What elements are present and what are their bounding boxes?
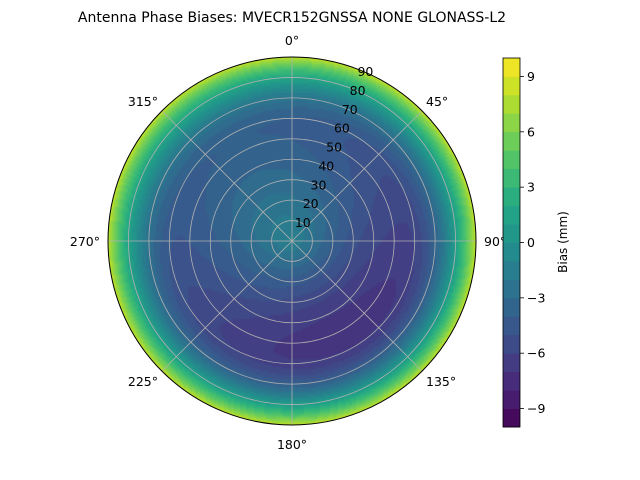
colorbar-tick-label: −6 xyxy=(527,346,545,361)
colorbar: −9 −6 −3 0 3 6 9 Bias (mm) xyxy=(502,57,570,428)
azimuth-grid-line xyxy=(161,110,293,242)
radial-tick-label: 70 xyxy=(342,102,358,117)
azimuth-tick-label: 315° xyxy=(128,94,158,109)
chart-title: Antenna Phase Biases: MVECR152GNSSA NONE… xyxy=(78,10,506,26)
radial-tick-label: 50 xyxy=(326,140,342,155)
radial-tick-label: 30 xyxy=(311,177,327,192)
azimuth-tick-label: 180° xyxy=(277,437,307,452)
azimuth-grid-line xyxy=(291,240,423,372)
azimuth-tick-labels: 0° 45° 90° 135° 180° 225° 270° 315° xyxy=(70,33,506,452)
colorbar-ticks: −9 −6 −3 0 3 6 9 xyxy=(520,69,545,416)
colorbar-band xyxy=(503,131,520,151)
colorbar-label: Bias (mm) xyxy=(556,211,570,273)
polar-frame xyxy=(107,56,477,426)
colorbar-band xyxy=(503,187,520,206)
colorbar-band xyxy=(503,408,520,428)
colorbar-band xyxy=(503,353,520,373)
colorbar-band xyxy=(503,150,520,170)
colorbar-band xyxy=(503,242,520,262)
radial-tick-label: 90 xyxy=(357,64,373,79)
azimuth-tick-label: 45° xyxy=(426,94,448,109)
radial-tick-label: 80 xyxy=(350,83,366,98)
colorbar-band xyxy=(503,113,520,133)
colorbar-tick-label: −3 xyxy=(527,290,545,305)
colorbar-band xyxy=(503,76,520,96)
colorbar-band xyxy=(503,316,520,336)
azimuth-tick-label: 270° xyxy=(70,234,100,249)
azimuth-tick-label: 225° xyxy=(128,374,158,389)
colorbar-tick-label: 9 xyxy=(527,69,535,84)
azimuth-tick-label: 90° xyxy=(484,234,506,249)
colorbar-band xyxy=(503,205,520,225)
radial-tick-label: 20 xyxy=(303,196,319,211)
colorbar-tick-label: 6 xyxy=(527,124,535,139)
radial-tick-label: 10 xyxy=(295,215,311,230)
colorbar-band xyxy=(503,279,520,299)
colorbar-band xyxy=(503,224,520,243)
colorbar-band xyxy=(503,58,520,77)
colorbar-band xyxy=(503,334,520,354)
colorbar-tick-label: 3 xyxy=(527,180,535,195)
radial-tick-label: 40 xyxy=(318,158,334,173)
radial-tick-label: 60 xyxy=(334,121,350,136)
radial-tick-labels: 10 20 30 40 50 60 70 80 90 xyxy=(295,64,374,230)
azimuth-grid-line xyxy=(291,110,423,242)
polar-grid xyxy=(108,57,476,425)
colorbar-bands xyxy=(503,58,520,428)
colorbar-band xyxy=(503,94,520,114)
colorbar-tick-label: 0 xyxy=(527,235,535,250)
colorbar-band xyxy=(503,297,520,317)
colorbar-tick-label: −9 xyxy=(527,401,545,416)
azimuth-tick-label: 135° xyxy=(426,374,456,389)
azimuth-tick-label: 0° xyxy=(285,33,299,48)
colorbar-band xyxy=(503,168,520,188)
colorbar-band xyxy=(503,260,520,280)
azimuth-grid-line xyxy=(161,240,293,372)
colorbar-band xyxy=(503,371,520,391)
colorbar-band xyxy=(503,390,520,409)
